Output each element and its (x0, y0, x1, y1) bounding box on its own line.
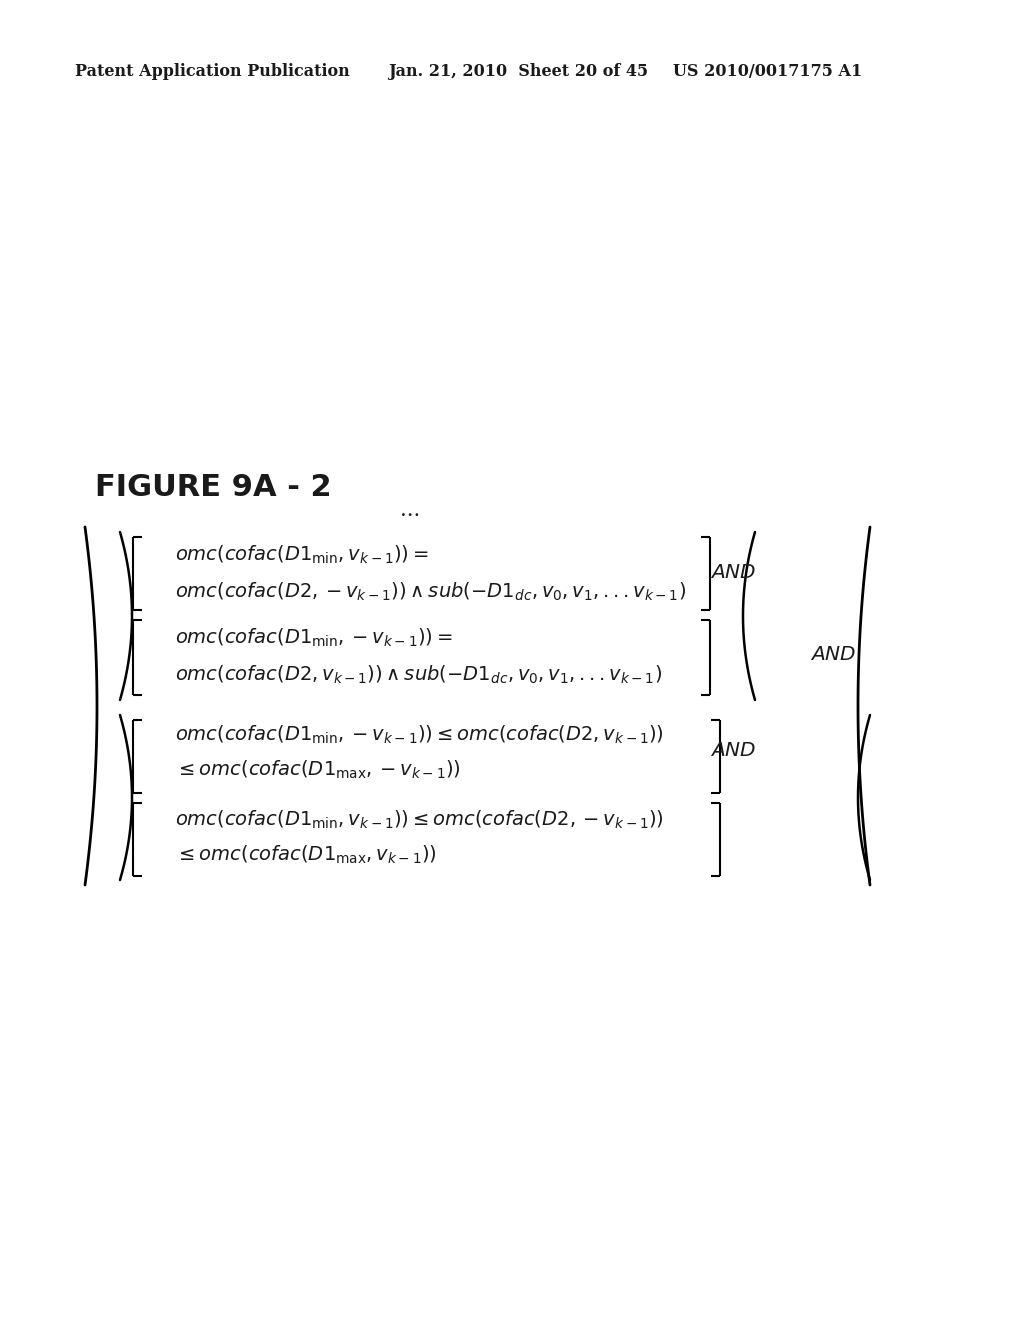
Text: $AND$: $AND$ (710, 741, 757, 759)
Text: $omc(cofac(D1_{\mathrm{min}},-v_{k-1})) =$: $omc(cofac(D1_{\mathrm{min}},-v_{k-1})) … (175, 627, 453, 649)
Text: $omc(cofac(D1_{\mathrm{min}},v_{k-1})) \leq omc(cofac(D2,-v_{k-1}))$: $omc(cofac(D1_{\mathrm{min}},v_{k-1})) \… (175, 809, 664, 832)
Text: $AND$: $AND$ (810, 645, 856, 664)
Text: ...: ... (400, 500, 420, 520)
Text: US 2010/0017175 A1: US 2010/0017175 A1 (673, 63, 862, 81)
Text: Patent Application Publication: Patent Application Publication (75, 63, 350, 81)
Text: $\leq omc(cofac(D1_{\mathrm{max}},v_{k-1}))$: $\leq omc(cofac(D1_{\mathrm{max}},v_{k-1… (175, 843, 437, 866)
Text: Jan. 21, 2010  Sheet 20 of 45: Jan. 21, 2010 Sheet 20 of 45 (388, 63, 648, 81)
Text: $omc(cofac(D1_{\mathrm{min}},v_{k-1})) =$: $omc(cofac(D1_{\mathrm{min}},v_{k-1})) =… (175, 544, 429, 566)
Text: $\leq omc(cofac(D1_{\mathrm{max}},-v_{k-1}))$: $\leq omc(cofac(D1_{\mathrm{max}},-v_{k-… (175, 759, 461, 781)
Text: FIGURE 9A - 2: FIGURE 9A - 2 (95, 473, 332, 502)
Text: $omc(cofac(D2,v_{k-1})) \wedge sub(-D1_{dc},v_0,v_1,...v_{k-1})$: $omc(cofac(D2,v_{k-1})) \wedge sub(-D1_{… (175, 664, 663, 686)
Text: $omc(cofac(D1_{\mathrm{min}},-v_{k-1})) \leq omc(cofac(D2,v_{k-1}))$: $omc(cofac(D1_{\mathrm{min}},-v_{k-1})) … (175, 723, 664, 746)
Text: $omc(cofac(D2,-v_{k-1})) \wedge sub(-D1_{dc},v_0,v_1,...v_{k-1})$: $omc(cofac(D2,-v_{k-1})) \wedge sub(-D1_… (175, 581, 686, 603)
Text: $AND$: $AND$ (710, 564, 757, 582)
